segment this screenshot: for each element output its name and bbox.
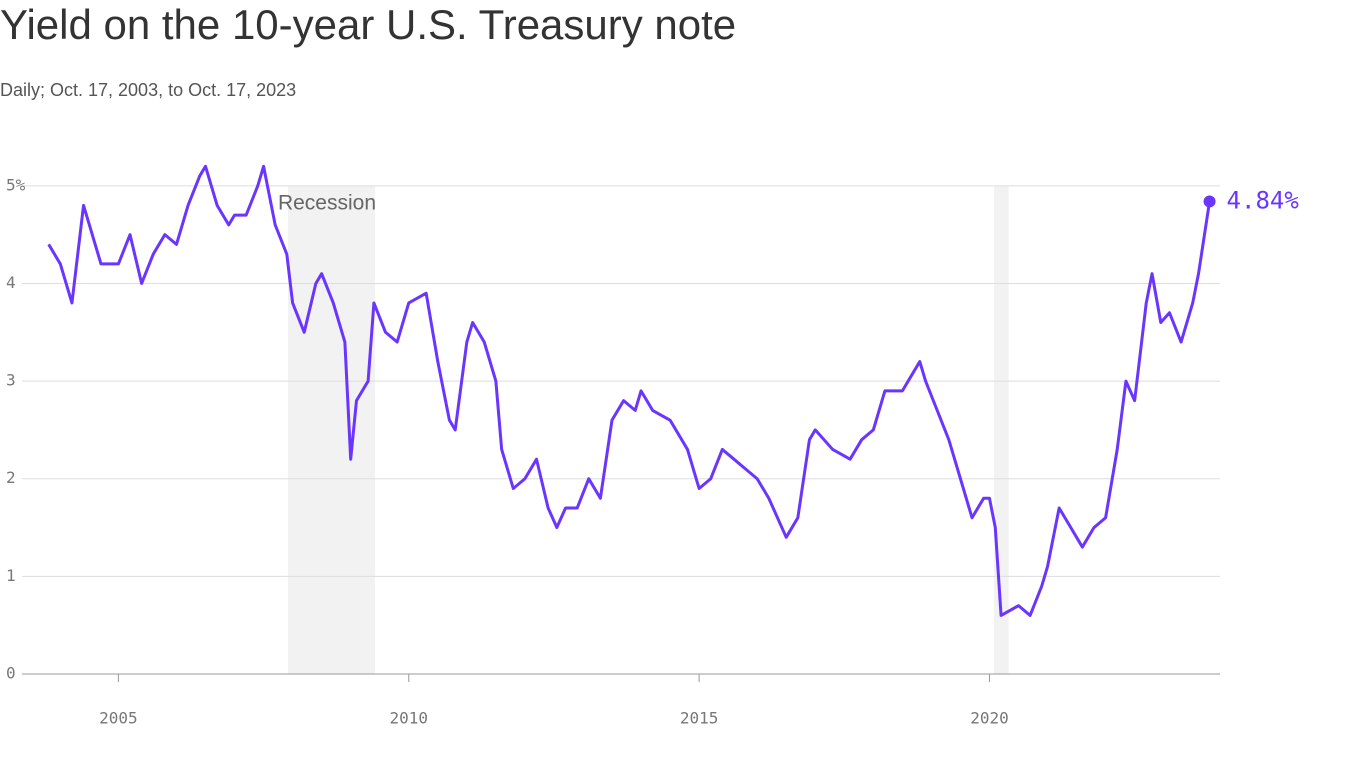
recession-label: Recession [278,192,376,215]
recession-band [287,185,376,674]
x-tick-label: 2010 [389,709,428,728]
y-tick-label: 1 [6,566,16,585]
chart-title: Yield on the 10-year U.S. Treasury note [0,1,736,48]
y-tick-label: 3 [6,371,16,390]
chart-subtitle: Daily; Oct. 17, 2003, to Oct. 17, 2023 [0,80,296,100]
y-tick-label: 0 [6,664,16,683]
x-tick-label: 2015 [680,709,719,728]
y-tick-label: 4 [6,273,16,292]
end-dot [1203,195,1216,208]
yield-line [47,164,1212,617]
x-tick-label: 2005 [99,709,138,728]
y-tick-label: 5% [6,175,26,194]
x-tick-label: 2020 [970,709,1009,728]
end-label: 4.84% [1227,186,1300,214]
y-tick-label: 2 [6,468,16,487]
